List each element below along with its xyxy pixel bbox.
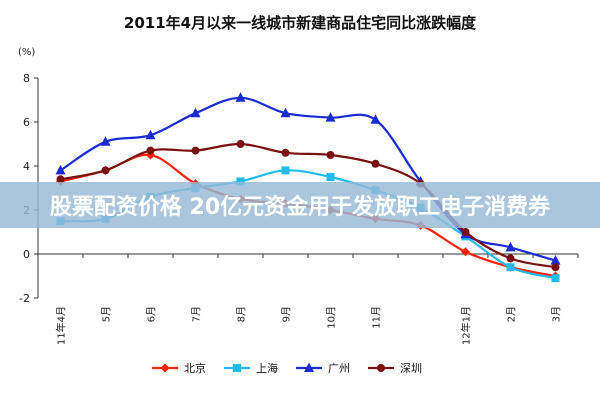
- y-tick-label: 6: [23, 116, 30, 129]
- y-tick-label: 0: [23, 248, 30, 261]
- legend-swatch-marker: [377, 364, 385, 372]
- y-axis-unit: (%): [18, 47, 35, 58]
- watermark-banner: 股票配资价格 20亿元资金用于发放职工电子消费券: [0, 182, 600, 228]
- data-point: [550, 255, 561, 265]
- x-tick-label: 8月: [236, 306, 248, 322]
- y-tick-label: 4: [23, 160, 30, 173]
- data-point: [281, 148, 290, 157]
- legend: 北京 上海 广州 深圳: [152, 361, 422, 375]
- data-point: [371, 159, 380, 168]
- data-point: [461, 247, 470, 257]
- legend-label: 上海: [256, 361, 278, 375]
- y-tick-label: -2: [19, 292, 30, 305]
- legend-label: 深圳: [400, 362, 422, 375]
- data-point: [191, 146, 200, 155]
- x-tick-label: 6月: [146, 306, 158, 322]
- x-tick-label: 9月: [281, 306, 293, 322]
- data-point: [280, 107, 291, 118]
- data-point: [100, 136, 111, 146]
- x-tick-label: 10月: [326, 306, 338, 329]
- series-深圳: [56, 140, 560, 272]
- series-广州: [55, 92, 561, 265]
- data-point: [190, 107, 201, 118]
- data-point: [146, 146, 155, 155]
- data-point: [235, 92, 246, 102]
- data-point: [55, 164, 66, 175]
- data-point: [56, 175, 65, 184]
- data-point: [325, 112, 336, 122]
- data-point: [370, 114, 381, 124]
- x-tick-label: 12年1月: [460, 306, 473, 345]
- x-tick-label: 11月: [371, 306, 383, 329]
- series-line: [59, 96, 556, 262]
- series-layer: [55, 92, 561, 283]
- chart-title: 2011年4月以来一线城市新建商品住宅同比涨跌幅度: [124, 14, 477, 32]
- data-point: [506, 254, 515, 263]
- data-point: [506, 263, 515, 272]
- data-point: [505, 241, 516, 252]
- x-tick-label: 7月: [191, 306, 203, 322]
- x-tick-label: 5月: [101, 306, 113, 322]
- data-point: [461, 228, 470, 236]
- data-point: [551, 274, 560, 283]
- legend-swatch-marker: [304, 362, 314, 372]
- data-point: [236, 140, 245, 148]
- x-tick-label: 3月: [551, 306, 563, 322]
- y-tick-label: 8: [23, 72, 30, 85]
- legend-label: 广州: [328, 362, 350, 375]
- legend-label: 北京: [184, 361, 206, 375]
- watermark-text: 股票配资价格 20亿元资金用于发放职工电子消费券: [49, 195, 551, 220]
- data-point: [236, 177, 245, 186]
- data-point: [145, 129, 156, 140]
- data-point: [326, 151, 335, 159]
- data-point: [326, 173, 335, 181]
- x-tick-label: 2月: [506, 306, 518, 322]
- data-point: [551, 263, 560, 272]
- data-point: [281, 166, 290, 175]
- x-tick-label: 11年4月: [55, 306, 68, 345]
- legend-swatch-marker: [160, 363, 170, 373]
- data-point: [101, 166, 110, 175]
- legend-swatch-marker: [233, 364, 241, 372]
